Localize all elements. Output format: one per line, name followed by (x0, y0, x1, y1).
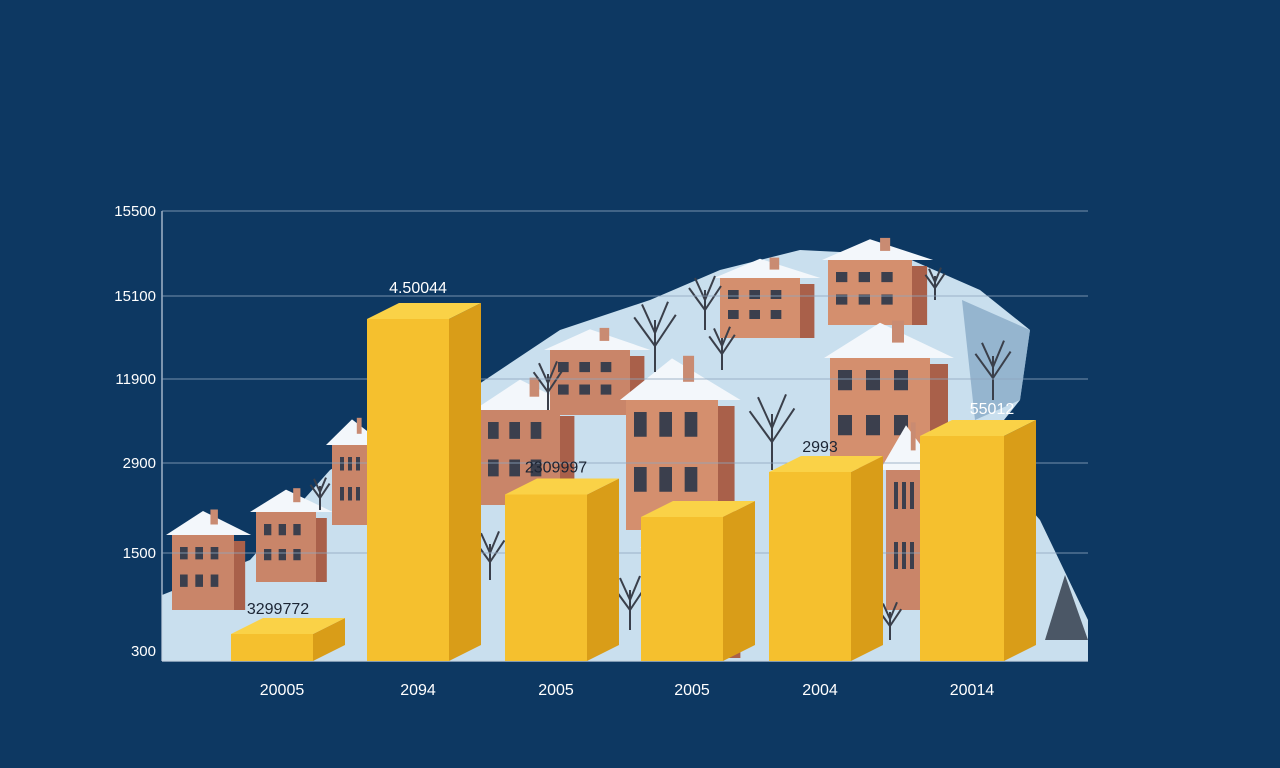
bar (769, 456, 883, 661)
bar-top (769, 456, 883, 472)
bar-side (313, 618, 345, 661)
data-label: 2993 (802, 439, 838, 456)
y-tick-label: 15500 (114, 203, 156, 220)
y-tick-label: 1500 (123, 545, 156, 562)
house-5 (544, 327, 651, 415)
data-label: 3299772 (247, 601, 309, 618)
bar-top (505, 478, 619, 495)
y-tick-label: 2900 (123, 455, 156, 472)
bar (231, 618, 345, 661)
bar (367, 303, 481, 661)
bar-top (641, 501, 755, 517)
x-tick-label: 2004 (802, 682, 838, 699)
x-tick-label: 20005 (260, 682, 305, 699)
bar (920, 420, 1036, 661)
house-2 (250, 488, 333, 582)
bar-side (587, 478, 619, 661)
x-tick-label: 2094 (400, 682, 436, 699)
bar-front (231, 634, 313, 661)
bar-side (851, 456, 883, 661)
data-label: 4.50044 (389, 280, 447, 297)
bar-top (920, 420, 1036, 436)
bar-top (367, 303, 481, 319)
tree-10 (309, 477, 331, 510)
tree-1 (633, 301, 677, 372)
bar-side (1004, 420, 1036, 661)
bar-side (723, 501, 755, 661)
x-tick-label: 2005 (538, 682, 574, 699)
x-axis-ticks: 20005 2094 2005 2005 2004 20014 (260, 682, 995, 699)
bar-side (449, 303, 481, 661)
bar-front (641, 517, 723, 661)
y-tick-label: 11900 (115, 371, 156, 388)
bars (231, 303, 1036, 661)
bar-front (367, 319, 449, 661)
data-label: 2309997 (525, 460, 587, 477)
pine-tree (1045, 575, 1088, 640)
x-tick-label: 20014 (950, 682, 995, 699)
house-8 (822, 237, 934, 325)
bar-front (920, 436, 1004, 661)
data-label: 55012 (970, 401, 1015, 418)
bar (505, 478, 619, 661)
tree-3 (708, 326, 736, 370)
tree-8 (974, 340, 1012, 400)
bar-front (769, 472, 851, 661)
data-labels: 3299772 4.50044 2309997 2993 55012 (247, 280, 1014, 618)
house-1 (166, 509, 252, 610)
y-tick-label: 15100 (114, 288, 156, 305)
bar (641, 501, 755, 661)
bar-top (231, 618, 345, 634)
y-axis-ticks: 300 1500 2900 11900 15100 15500 (114, 203, 156, 660)
tree-11 (532, 361, 564, 410)
x-tick-label: 2005 (674, 682, 710, 699)
bar-front (505, 494, 587, 661)
tree-4 (748, 394, 796, 470)
y-tick-label: 300 (131, 643, 156, 660)
house-7 (714, 257, 821, 338)
